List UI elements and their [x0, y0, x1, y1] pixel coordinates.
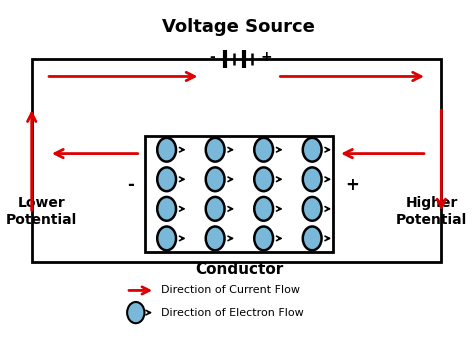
Ellipse shape [157, 226, 176, 250]
Ellipse shape [254, 167, 273, 191]
Ellipse shape [254, 138, 273, 162]
Text: Lower
Potential: Lower Potential [6, 196, 77, 226]
Ellipse shape [303, 167, 321, 191]
Ellipse shape [206, 226, 225, 250]
Ellipse shape [157, 197, 176, 221]
Text: Higher
Potential: Higher Potential [396, 196, 467, 226]
Ellipse shape [157, 167, 176, 191]
Ellipse shape [303, 138, 321, 162]
Bar [32, 59, 441, 262]
Text: +: + [345, 176, 359, 194]
Ellipse shape [157, 138, 176, 162]
Ellipse shape [254, 226, 273, 250]
Text: -: - [127, 176, 134, 194]
Ellipse shape [206, 197, 225, 221]
Text: Conductor: Conductor [195, 262, 283, 277]
Ellipse shape [303, 226, 321, 250]
Ellipse shape [303, 197, 321, 221]
Bar [146, 136, 333, 252]
Ellipse shape [127, 302, 145, 323]
Text: Voltage Source: Voltage Source [163, 18, 315, 36]
Text: +: + [260, 50, 272, 64]
Ellipse shape [254, 197, 273, 221]
Ellipse shape [206, 167, 225, 191]
Text: Direction of Current Flow: Direction of Current Flow [161, 286, 300, 295]
Text: -: - [209, 50, 215, 64]
Ellipse shape [206, 138, 225, 162]
Text: Direction of Electron Flow: Direction of Electron Flow [161, 308, 304, 318]
